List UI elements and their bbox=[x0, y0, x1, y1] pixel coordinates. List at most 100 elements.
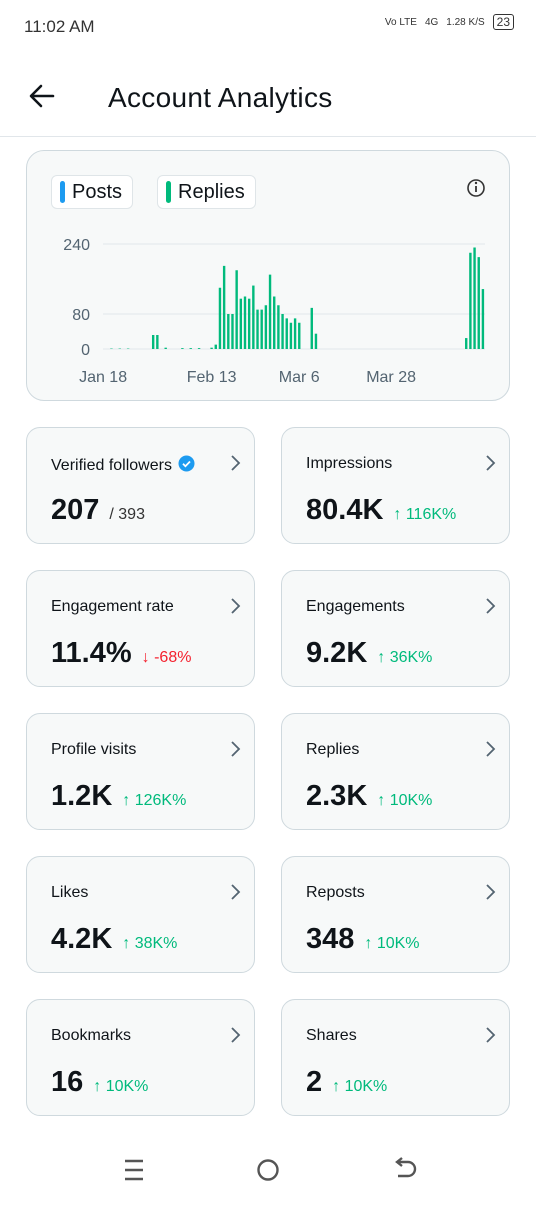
metric-value: 1.2K bbox=[51, 780, 112, 813]
legend-label: Replies bbox=[178, 181, 245, 204]
metric-title-text: Verified followers bbox=[51, 457, 172, 475]
metric-title-text: Replies bbox=[306, 741, 359, 759]
bar bbox=[231, 314, 233, 349]
bar bbox=[219, 288, 221, 349]
metric-title-text: Reposts bbox=[306, 884, 365, 902]
legend-item[interactable]: Replies bbox=[157, 175, 256, 209]
network: Vo LTE bbox=[385, 17, 417, 28]
header: Account Analytics bbox=[0, 60, 536, 137]
metric-change: ↑ 10K% bbox=[377, 792, 432, 810]
metric-card[interactable]: Engagement rate 11.4%↓ -68% bbox=[26, 570, 255, 687]
metric-change: ↑ 10K% bbox=[93, 1078, 148, 1096]
metric-value: 207 bbox=[51, 494, 99, 527]
metric-value-row: 80.4K ↑ 116K% bbox=[306, 494, 456, 527]
metric-card[interactable]: Replies 2.3K↑ 10K% bbox=[281, 713, 510, 830]
metric-card[interactable]: Shares 2↑ 10K% bbox=[281, 999, 510, 1116]
metric-title-text: Impressions bbox=[306, 455, 392, 473]
bar bbox=[265, 305, 267, 349]
back-button[interactable] bbox=[27, 81, 57, 111]
metric-value-row: 2.3K↑ 10K% bbox=[306, 780, 432, 813]
speed: 1.28 K/S bbox=[446, 17, 484, 28]
chevron-icon bbox=[485, 883, 497, 906]
metric-card[interactable]: Reposts 348↑ 10K% bbox=[281, 856, 510, 973]
metric-value-row: 348↑ 10K% bbox=[306, 923, 420, 956]
y-tick-label: 240 bbox=[63, 237, 90, 254]
menu-button[interactable] bbox=[125, 1161, 143, 1179]
bar bbox=[190, 348, 192, 349]
bar bbox=[181, 348, 183, 349]
bar bbox=[235, 270, 237, 349]
bar bbox=[269, 275, 271, 349]
chevron-icon bbox=[485, 1026, 497, 1049]
metric-value-row: 11.4%↓ -68% bbox=[51, 637, 191, 670]
bar bbox=[298, 323, 300, 349]
metric-value-row: 4.2K ↑ 38K% bbox=[51, 923, 177, 956]
metric-change: ↑ 38K% bbox=[122, 935, 177, 953]
bar bbox=[164, 348, 166, 349]
bar bbox=[223, 266, 225, 349]
info-icon[interactable] bbox=[468, 180, 484, 196]
metric-card[interactable]: Impressions 80.4K ↑ 116K% bbox=[281, 427, 510, 544]
bar bbox=[294, 318, 296, 349]
chevron-icon bbox=[230, 597, 242, 620]
bar bbox=[156, 335, 158, 349]
metric-value: 2 bbox=[306, 1066, 322, 1099]
page-title: Account Analytics bbox=[108, 82, 333, 114]
metric-value: 4.2K bbox=[51, 923, 112, 956]
bar bbox=[198, 348, 200, 349]
back-nav-button[interactable] bbox=[397, 1158, 415, 1176]
metric-title-text: Shares bbox=[306, 1027, 357, 1045]
bar bbox=[256, 310, 258, 349]
metric-title: Engagements bbox=[306, 598, 405, 616]
metric-title: Shares bbox=[306, 1027, 357, 1045]
metric-title: Profile visits bbox=[51, 741, 136, 759]
metric-title-text: Engagement rate bbox=[51, 598, 174, 616]
chevron-icon bbox=[485, 454, 497, 477]
metric-title: Impressions bbox=[306, 455, 392, 473]
status-bar: 11:02 AM Vo LTE 4G 1.28 K/S 23 bbox=[0, 0, 536, 56]
metric-card[interactable]: Verified followers 207/ 393 bbox=[26, 427, 255, 544]
metric-value: 16 bbox=[51, 1066, 83, 1099]
chevron-icon bbox=[230, 883, 242, 906]
metric-card[interactable]: Profile visits 1.2K ↑ 126K% bbox=[26, 713, 255, 830]
bar bbox=[277, 305, 279, 349]
chevron-icon bbox=[485, 740, 497, 763]
nav-bar bbox=[0, 1140, 536, 1200]
home-button[interactable] bbox=[259, 1161, 278, 1180]
bar bbox=[465, 338, 467, 349]
metric-value-row: 1.2K ↑ 126K% bbox=[51, 780, 186, 813]
legend-item[interactable]: Posts bbox=[51, 175, 133, 209]
bar bbox=[152, 335, 154, 349]
chevron-icon bbox=[230, 1026, 242, 1049]
legend-swatch bbox=[60, 181, 65, 203]
chevron-icon bbox=[230, 454, 242, 477]
metric-value-row: 207/ 393 bbox=[51, 494, 145, 527]
metric-value-row: 16 ↑ 10K% bbox=[51, 1066, 148, 1099]
bar bbox=[248, 299, 250, 349]
metric-change: ↑ 126K% bbox=[122, 792, 186, 810]
metric-title: Likes bbox=[51, 884, 88, 902]
x-tick-label: Mar 28 bbox=[366, 369, 416, 386]
clock: 11:02 AM bbox=[24, 17, 95, 37]
metric-title: Engagement rate bbox=[51, 598, 174, 616]
metric-title: Replies bbox=[306, 741, 359, 759]
legend-swatch bbox=[166, 181, 171, 203]
y-tick-label: 0 bbox=[81, 342, 90, 359]
metric-value: 11.4% bbox=[51, 637, 132, 670]
bar bbox=[210, 348, 212, 349]
bar bbox=[290, 323, 292, 349]
metric-value-row: 2↑ 10K% bbox=[306, 1066, 387, 1099]
metric-title-text: Likes bbox=[51, 884, 88, 902]
metric-value: 80.4K bbox=[306, 494, 383, 527]
x-tick-label: Mar 6 bbox=[279, 369, 320, 386]
metric-change: ↑ 116K% bbox=[393, 506, 456, 524]
bar bbox=[469, 253, 471, 349]
bar bbox=[240, 299, 242, 349]
metric-card[interactable]: Likes 4.2K ↑ 38K% bbox=[26, 856, 255, 973]
x-tick-label: Jan 18 bbox=[79, 369, 127, 386]
chevron-icon bbox=[230, 740, 242, 763]
